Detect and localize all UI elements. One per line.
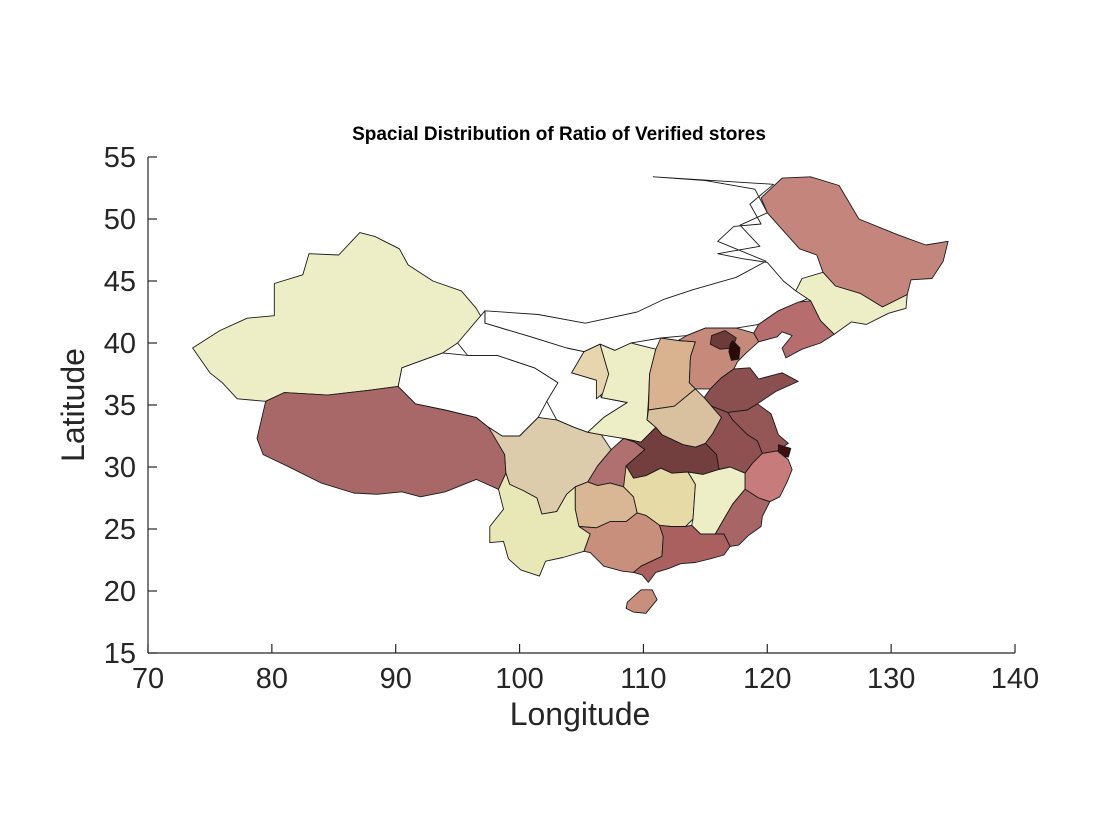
y-ticks: 15 20 25 30 35 40 45 50 55 — [104, 142, 157, 670]
region-heilongjiang — [760, 176, 949, 308]
x-tick-label: 130 — [867, 663, 915, 695]
region-liaoning — [753, 300, 835, 359]
map-title: Spacial Distribution of Ratio of Verifie… — [352, 124, 766, 145]
x-ticks: 70 80 90 100 110 120 130 140 — [132, 644, 1039, 695]
x-tick-label: 90 — [380, 663, 412, 695]
y-tick-label: 20 — [104, 576, 136, 608]
x-tick-label: 140 — [991, 663, 1039, 695]
region-qinghai — [397, 352, 559, 437]
y-axis-label: Latitude — [55, 348, 91, 462]
x-tick-label: 110 — [620, 663, 666, 695]
y-tick-label: 25 — [104, 514, 136, 546]
region-tianjin — [728, 340, 741, 361]
x-tick-label: 120 — [743, 663, 791, 695]
x-tick-label: 100 — [495, 663, 543, 695]
y-tick-label: 50 — [104, 204, 136, 236]
region-hainan — [625, 589, 658, 614]
region-jilin — [795, 271, 908, 335]
x-tick-label: 80 — [256, 663, 288, 695]
x-tick-label: 70 — [132, 663, 164, 695]
y-tick-label: 35 — [104, 390, 136, 422]
y-tick-label: 55 — [104, 142, 136, 174]
y-tick-label: 45 — [104, 266, 136, 298]
region-guangdong — [633, 524, 731, 583]
region-zhejiang — [744, 450, 793, 503]
y-tick-label: 30 — [104, 452, 136, 484]
province-regions — [192, 176, 949, 614]
y-tick-label: 40 — [104, 328, 136, 360]
x-axis-label: Longitude — [510, 696, 651, 732]
y-tick-label: 15 — [104, 638, 136, 670]
